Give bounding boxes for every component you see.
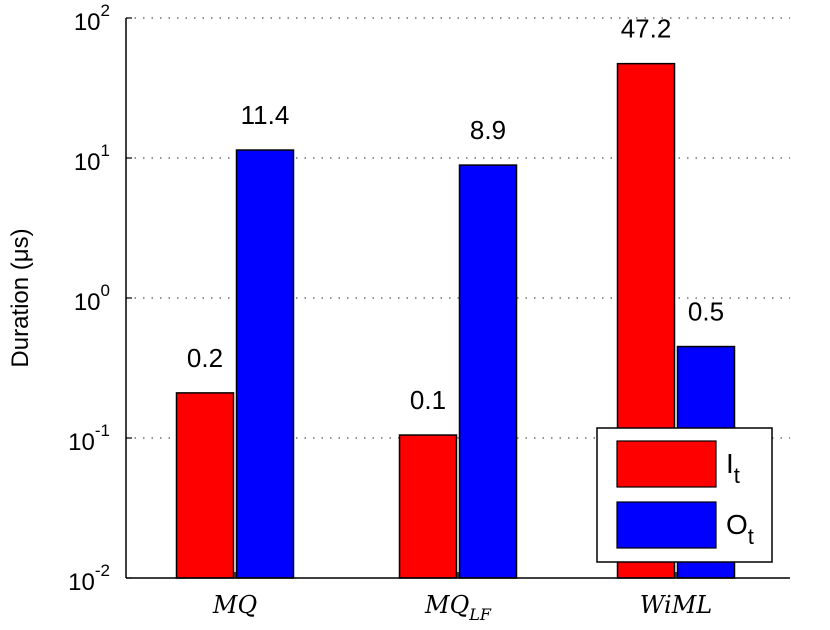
- tick-labels: 10-2 10-1 100 101 102 MQ MQLF WiML: [68, 1, 712, 624]
- data-label: 11.4: [241, 100, 290, 130]
- legend: It Ot: [596, 427, 773, 563]
- x-tick-label: WiML: [640, 591, 712, 619]
- y-tick-label: 101: [74, 141, 110, 176]
- data-label: 8.9: [470, 115, 506, 145]
- legend-label: Ot: [726, 509, 754, 549]
- legend-swatch: [616, 440, 717, 488]
- bar: [458, 164, 518, 579]
- x-tick-label: MQLF: [424, 591, 492, 624]
- data-label: 0.2: [187, 343, 223, 373]
- bar: [175, 392, 235, 579]
- y-tick-label: 10-2: [68, 561, 110, 596]
- data-label: 47.2: [621, 14, 672, 44]
- legend-label: It: [726, 448, 740, 488]
- bar: [398, 434, 458, 579]
- y-tick-label: 102: [74, 1, 110, 36]
- y-tick-label: 10-1: [68, 421, 110, 456]
- y-tick-label: 100: [74, 281, 110, 316]
- legend-swatch: [616, 501, 717, 549]
- data-labels: 0.2 0.1 47.2 11.4 8.9 0.5: [187, 14, 724, 415]
- axes: [125, 17, 790, 579]
- x-tick-label: MQ: [212, 591, 257, 619]
- data-label: 0.5: [688, 297, 724, 327]
- bar: [235, 149, 295, 579]
- y-axis-label: Duration (μs): [7, 228, 34, 367]
- data-label: 0.1: [410, 385, 446, 415]
